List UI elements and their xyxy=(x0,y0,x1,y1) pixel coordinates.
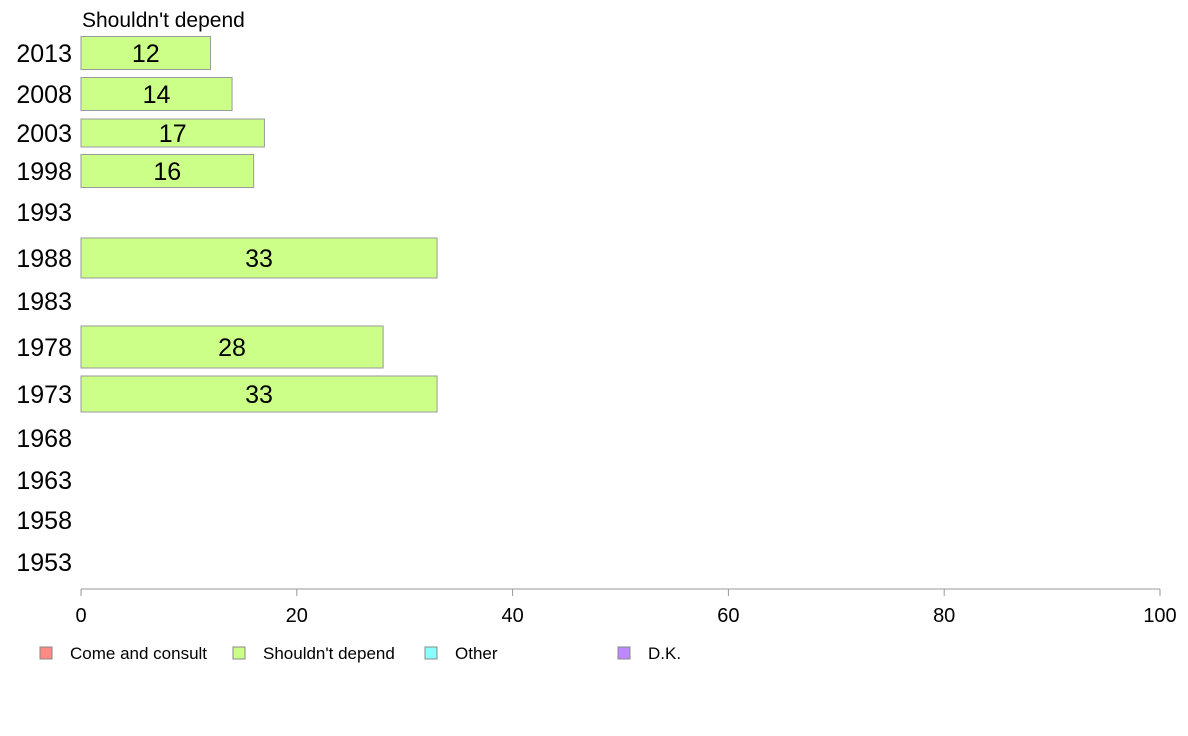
legend-swatch-3 xyxy=(617,646,631,660)
category-label-1973: 1973 xyxy=(16,381,72,409)
bar-value-label-1988: 33 xyxy=(245,245,273,273)
category-label-1993: 1993 xyxy=(16,199,72,227)
category-label-1978: 1978 xyxy=(16,334,72,362)
x-tick-label-80: 80 xyxy=(933,605,955,627)
bar-value-label-1973: 33 xyxy=(245,381,273,409)
category-label-1958: 1958 xyxy=(16,507,72,535)
category-labels: 2013 2008 2003 1998 1993 1988 1983 1978 1973 1968… xyxy=(16,40,72,577)
category-label-1983: 1983 xyxy=(16,288,72,316)
legend-swatch-0 xyxy=(39,646,53,660)
bars-group: 12 14 17 16 33 28 33 xyxy=(80,36,438,413)
bar-value-label-2008: 14 xyxy=(143,81,171,109)
bar-value-label-2013: 12 xyxy=(132,40,160,68)
bar-value-label-1978: 28 xyxy=(218,334,246,362)
legend-label-0: Come and consult xyxy=(70,644,207,663)
x-tick-label-100: 100 xyxy=(1143,605,1176,627)
legend-label-1: Shouldn't depend xyxy=(263,644,395,663)
bar-1988 xyxy=(80,237,438,279)
category-label-2008: 2008 xyxy=(16,81,72,109)
legend-label-3: D.K. xyxy=(648,644,681,663)
x-tick-label-20: 20 xyxy=(286,605,308,627)
category-label-1953: 1953 xyxy=(16,549,72,577)
category-label-1998: 1998 xyxy=(16,158,72,186)
category-label-2003: 2003 xyxy=(16,120,72,148)
legend-label-2: Other xyxy=(455,644,498,663)
legend-swatch-2 xyxy=(424,646,438,660)
x-axis: 0 20 40 60 80 100 xyxy=(75,588,1177,627)
x-tick-label-60: 60 xyxy=(717,605,739,627)
x-tick-label-40: 40 xyxy=(501,605,523,627)
bar-value-label-1998: 16 xyxy=(153,158,181,186)
category-label-2013: 2013 xyxy=(16,40,72,68)
bar-2008 xyxy=(80,77,233,111)
bar-1998 xyxy=(80,154,255,188)
bar-2003 xyxy=(80,118,265,148)
category-label-1988: 1988 xyxy=(16,245,72,273)
chart-title: Shouldn't depend xyxy=(82,9,245,32)
x-tick-label-0: 0 xyxy=(75,605,86,627)
legend: Come and consult Shouldn't depend Other D.K… xyxy=(39,644,681,663)
bar-1978 xyxy=(80,325,384,369)
category-label-1963: 1963 xyxy=(16,467,72,495)
legend-swatch-1 xyxy=(232,646,246,660)
bar-value-label-2003: 17 xyxy=(159,120,187,148)
bar-2013 xyxy=(80,36,211,70)
category-label-1968: 1968 xyxy=(16,425,72,453)
bar-1973 xyxy=(80,375,438,413)
